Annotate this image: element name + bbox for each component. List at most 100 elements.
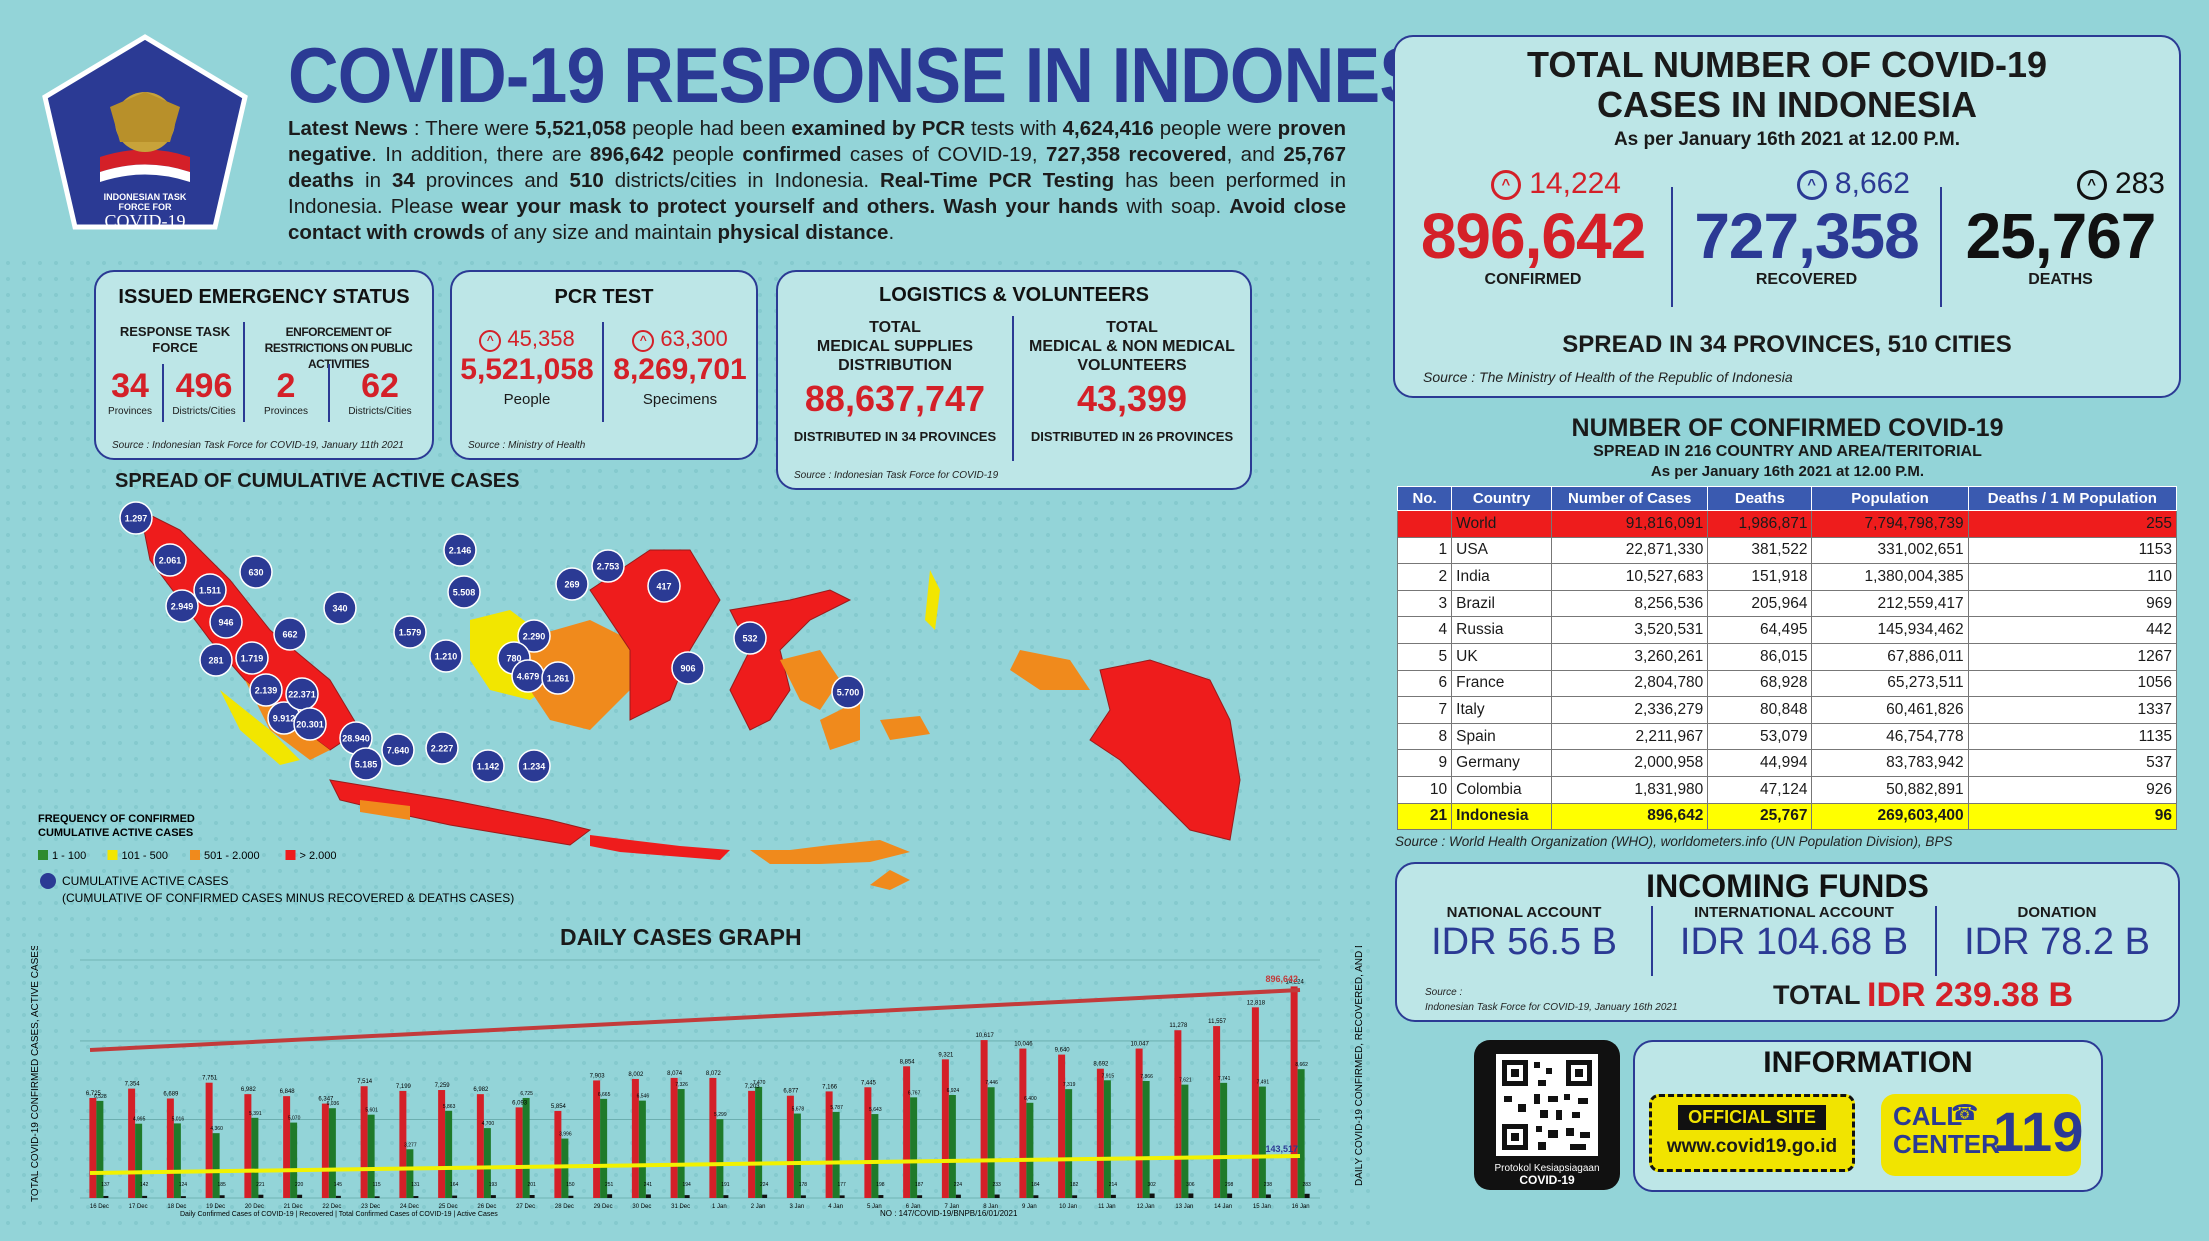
table-cell: 537 [1967,749,2178,777]
recovered-bar [135,1123,143,1198]
table-row: 6 France 2,804,780 68,928 65,273,511 1056 [1396,669,2178,698]
map-bubble-label: 2.949 [171,602,194,612]
death-bar [413,1196,419,1198]
table-cell: 3 [1396,589,1453,618]
recovered-bar [793,1113,801,1198]
recovered-label: 4,995 [133,1117,146,1123]
map-bubble-label: 5.700 [837,688,860,698]
recovered-bar [1258,1086,1266,1198]
recovered-bar [367,1114,375,1198]
date-tick: 23 Dec [361,1204,380,1210]
confirmed-label: 8,072 [706,1071,722,1077]
map-legend: FREQUENCY OF CONFIRMED CUMULATIVE ACTIVE… [38,813,514,905]
map-bubble-label: 20.301 [296,720,324,730]
recovered-bar [290,1122,298,1198]
recovered-label: 6,546 [637,1094,650,1100]
table-cell: 4 [1396,616,1453,644]
recovered-label: 7,491 [1257,1080,1270,1086]
recovered-bar [910,1097,918,1198]
confirmed-bar [593,1080,601,1198]
table-cell: 25,767 [1707,802,1813,831]
death-bar [1033,1195,1039,1198]
table-cell: 60,461,826 [1811,696,1969,724]
recovered-bar [1142,1080,1150,1198]
death-label: 306 [1186,1182,1195,1188]
confirmed-bar [825,1091,833,1198]
death-bar [1072,1195,1078,1198]
graph-ylabel-right: DAILY COVID-19 CONFIRMED, RECOVERED, AND… [1354,946,1365,1186]
map-bubble [471,749,505,783]
map-bubble [393,615,427,649]
table-row: 2 India 10,527,683 151,918 1,380,004,385 110 [1396,563,2178,591]
death-label: 124 [179,1182,188,1188]
recovered-bar [871,1114,879,1198]
call-center-button[interactable]: CALL CENTER ☎ 119 [1881,1094,2083,1176]
table-cell: 1337 [1967,696,2178,724]
qr-caption2: COVID-19 [1519,1173,1575,1187]
map-bubble-label: 2.146 [449,546,472,556]
confirmed-label: 11,557 [1208,1019,1227,1025]
total-date: As per January 16th 2021 at 12.00 P.M. [1613,129,1961,150]
death-label: 150 [566,1182,575,1188]
up-arrow-icon: ^ [479,330,502,352]
confirmed-label: 12,818 [1247,1000,1266,1006]
task-force-logo: INDONESIAN TASK FORCE FOR COVID-19 [42,34,248,231]
donation: DONATION IDR 78.2 B [1964,904,2150,963]
phone-icon: ☎ [1951,1100,1979,1125]
confirmed-bar [283,1096,291,1198]
legend-title2: CUMULATIVE ACTIVE CASES [38,827,193,839]
map-bubble-label: 2.061 [159,556,182,566]
recovered-label: 7,326 [675,1082,688,1088]
logo-line1: INDONESIAN TASK [104,192,187,202]
table-row: 9 Germany 2,000,958 44,994 83,783,942 537 [1396,749,2178,777]
map-bubble-label: 9.912 [273,714,296,724]
table-cell: France [1451,669,1553,698]
confirmed-label: 6,347 [318,1097,334,1103]
death-label: 142 [140,1182,149,1188]
recovered-label: 7,446 [985,1080,998,1086]
map-bubble-label: 946 [218,618,233,628]
death-bar [1227,1193,1233,1198]
confirmed-bar [166,1098,174,1198]
recovered-label: 7,866 [1140,1074,1153,1080]
emergency-status-panel: ISSUED EMERGENCY STATUS RESPONSE TASK FO… [94,270,434,460]
world-subtitle: SPREAD IN 216 COUNTRY AND AREA/TERITORIA… [1593,443,1982,460]
map-bubble-label: 22.371 [288,690,316,700]
emergency-title: ISSUED EMERGENCY STATUS [118,286,410,308]
confirmed-label: 10,617 [975,1033,994,1039]
death-label: 283 [1302,1182,1311,1188]
map-bubble [647,569,681,603]
table-header: Deaths / 1 M Population [1967,486,2178,511]
date-tick: 5 Jan [867,1204,882,1210]
death-bar [1188,1193,1194,1198]
death-bar [335,1195,341,1198]
official-site-link[interactable]: OFFICIAL SITE www.covid19.go.id [1649,1094,1855,1172]
graph-ylabel-left: TOTAL COVID-19 CONFIRMED CASES, ACTIVE C… [30,946,41,1202]
recovered-bar [1297,1069,1305,1198]
table-row: 7 Italy 2,336,279 80,848 60,461,826 1337 [1396,696,2178,724]
table-cell: 8,256,536 [1551,589,1709,618]
map-bubble-label: 532 [742,634,757,644]
table-row: 3 Brazil 8,256,536 205,964 212,559,417 969 [1396,589,2178,618]
date-tick: 17 Dec [129,1204,148,1210]
legend-swatch [107,850,118,860]
recovered-label: 7,470 [753,1080,766,1086]
confirmed-label: 7,354 [125,1082,141,1088]
recovered-label: 7,741 [1218,1076,1231,1082]
confirmed-bar [1019,1048,1027,1198]
map-bubble-label: 340 [332,604,347,614]
confirmed-bar [631,1078,639,1198]
death-label: 193 [489,1182,498,1188]
recovered-label: 4,360 [210,1126,223,1132]
map-bubble-label: 4.679 [517,672,540,682]
table-row: 4 Russia 3,520,531 64,495 145,934,462 442 [1396,616,2178,644]
map-bubble [293,707,327,741]
qr-code-card[interactable]: Protokol Kesiapsiagaan COVID-19 [1474,1040,1620,1190]
recovered-bar [600,1098,608,1198]
total-confirmed-line [89,988,1301,1052]
date-tick: 21 Dec [284,1204,303,1210]
map-bubble [831,675,865,709]
total-cases-panel: TOTAL NUMBER OF COVID-19 CASES IN INDONE… [1393,35,2181,398]
death-bar [645,1194,651,1198]
